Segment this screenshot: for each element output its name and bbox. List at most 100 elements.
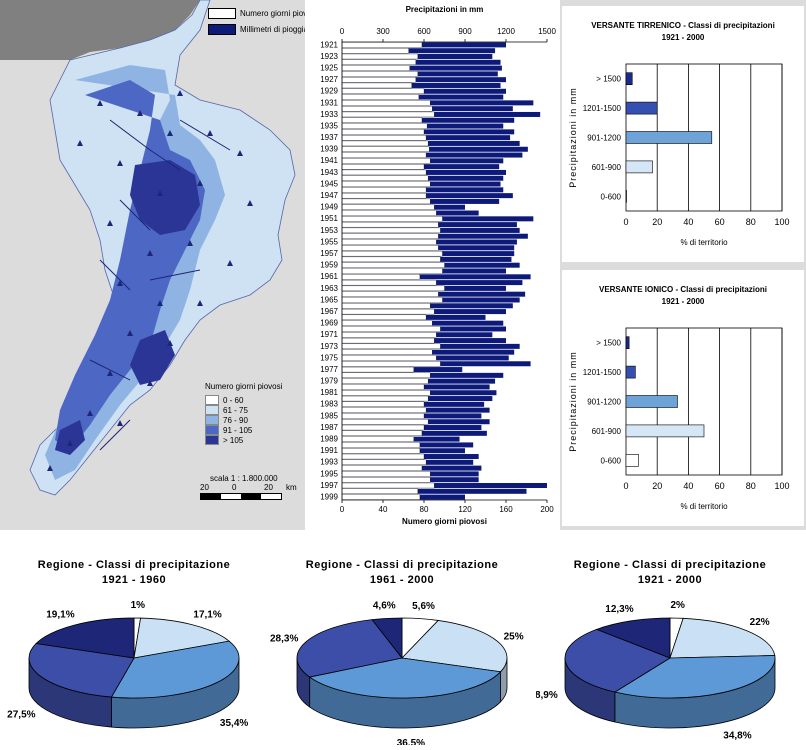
year-label: 1931 (320, 98, 338, 107)
pie-subtitle: 1921 - 1960 (102, 574, 166, 586)
rain-days-bar (341, 100, 431, 106)
mm-bar (342, 146, 528, 152)
rain-days-bar (341, 169, 427, 176)
year-label: 1991 (320, 446, 338, 455)
year-label: 1925 (320, 63, 338, 72)
rain-days-bar (341, 453, 425, 460)
pie-chart-1921-2000: Regione - Classi di precipitazione 1921 -… (529, 530, 804, 745)
mm-bar (342, 129, 515, 135)
year-label: 1993 (320, 458, 338, 467)
mm-bar (342, 483, 547, 489)
rain-days-bar (341, 53, 418, 60)
year-label: 1973 (320, 342, 338, 351)
top-axis-tick-label: 1500 (538, 27, 556, 36)
rain-days-bar (341, 42, 423, 48)
pie-title: Regione - Classi di precipitazione (574, 559, 766, 571)
rain-days-bar (341, 123, 428, 129)
pie-slice-label: 28,3% (270, 633, 298, 644)
rain-days-bar (341, 413, 425, 419)
rain-days-bar (341, 361, 441, 367)
rain-days-bar (341, 384, 425, 390)
year-label: 1935 (320, 121, 338, 130)
category-label: 1201-1500 (583, 104, 622, 113)
station-markers (47, 90, 253, 471)
year-label: 1979 (320, 377, 338, 386)
rain-days-bar (341, 210, 437, 216)
rain-days-bar (341, 395, 429, 402)
year-label: 1957 (320, 249, 338, 258)
class-bar (625, 424, 705, 438)
pie-slice-label: 12,3% (605, 604, 633, 615)
rain-days-bar (341, 256, 441, 263)
rain-days-bar (341, 465, 423, 471)
x-tick-label: 60 (715, 481, 725, 491)
rain-days-bar (341, 482, 435, 489)
year-label: 1987 (320, 423, 338, 432)
rain-days-bar (341, 303, 431, 309)
rain-days-bar (341, 88, 425, 94)
map-legend-label: 61 - 75 (223, 405, 248, 415)
pie-slice-label: 36,5% (397, 738, 425, 745)
map-legend-label: 76 - 90 (223, 415, 248, 425)
bottom-axis-tick-label: 160 (499, 505, 513, 514)
category-label: 601-900 (592, 427, 622, 436)
series-legend: Numero giorni piovosi Millimetri di piog… (208, 8, 348, 35)
year-label: 1953 (320, 226, 338, 235)
tyrrhenian-chart-panel: VERSANTE TIRRENICO - Classi di precipita… (562, 6, 804, 262)
pie-slice (401, 620, 508, 673)
pie-slice-label: 25% (504, 631, 524, 642)
rain-days-map: Numero giorni piovosi 0 - 60 61 - 75 76 - … (0, 0, 305, 530)
rain-days-bar (341, 297, 443, 303)
year-label: 1933 (320, 110, 338, 119)
pie-slice (669, 617, 776, 659)
pie-slice (371, 617, 403, 660)
class-bar (625, 131, 713, 144)
legend-label-mm: Millimetri di pioggia (240, 25, 309, 34)
x-tick-label: 0 (623, 217, 628, 227)
mm-bar (342, 82, 501, 88)
rain-days-bar (341, 320, 433, 326)
map-legend-label: > 105 (223, 435, 244, 445)
pie-slice (308, 657, 502, 699)
top-axis-tick-label: 900 (458, 27, 472, 36)
x-tick-label: 60 (715, 217, 725, 227)
bottom-axis-tick-label: 40 (379, 505, 388, 514)
x-tick-label: 40 (683, 481, 693, 491)
year-label: 1939 (320, 145, 338, 154)
year-label: 1947 (320, 191, 338, 200)
class-bar (625, 454, 639, 467)
pie-subtitle: 1961 - 2000 (370, 574, 434, 586)
year-label: 1981 (320, 388, 338, 397)
class-bar (625, 72, 633, 85)
mm-bar (342, 42, 506, 48)
rain-days-bar (341, 158, 431, 164)
class-bar (625, 101, 658, 115)
year-label: 1975 (320, 353, 338, 362)
year-label: 1963 (320, 284, 338, 293)
chart-subtitle: 1921 - 2000 (662, 297, 705, 306)
rain-days-bar (341, 239, 437, 245)
class-bar (625, 336, 630, 349)
map-legend-item: 61 - 75 (205, 405, 300, 415)
x-axis-label: % di territorio (680, 502, 728, 511)
mm-bar (342, 488, 527, 494)
year-label: 1923 (320, 52, 338, 61)
category-label: > 1500 (596, 75, 621, 84)
mm-bar (342, 77, 506, 83)
mm-bar (342, 111, 541, 117)
annual-bar-chart: Precipitazioni in mm 0 300 600 900 1200 1500 19… (305, 0, 560, 530)
mm-bar (342, 140, 520, 146)
rain-days-bar (341, 221, 439, 228)
zone-over-105-south (130, 330, 175, 385)
bottom-axis-tick-label: 0 (340, 505, 345, 514)
year-label: 1921 (320, 40, 338, 49)
chart-title: VERSANTE IONICO - Classi di precipitazio… (599, 285, 767, 294)
pie-slice (613, 655, 776, 699)
pie-slice-label: 1% (131, 600, 146, 611)
rain-days-bar (341, 227, 441, 234)
mm-bar (342, 274, 531, 280)
rain-days-bar (341, 198, 431, 205)
pie-chart-1961-2000: Regione - Classi di precipitazione 1961 -… (268, 530, 536, 749)
rain-days-bar (341, 448, 421, 454)
zone-over-105-north (130, 160, 200, 235)
